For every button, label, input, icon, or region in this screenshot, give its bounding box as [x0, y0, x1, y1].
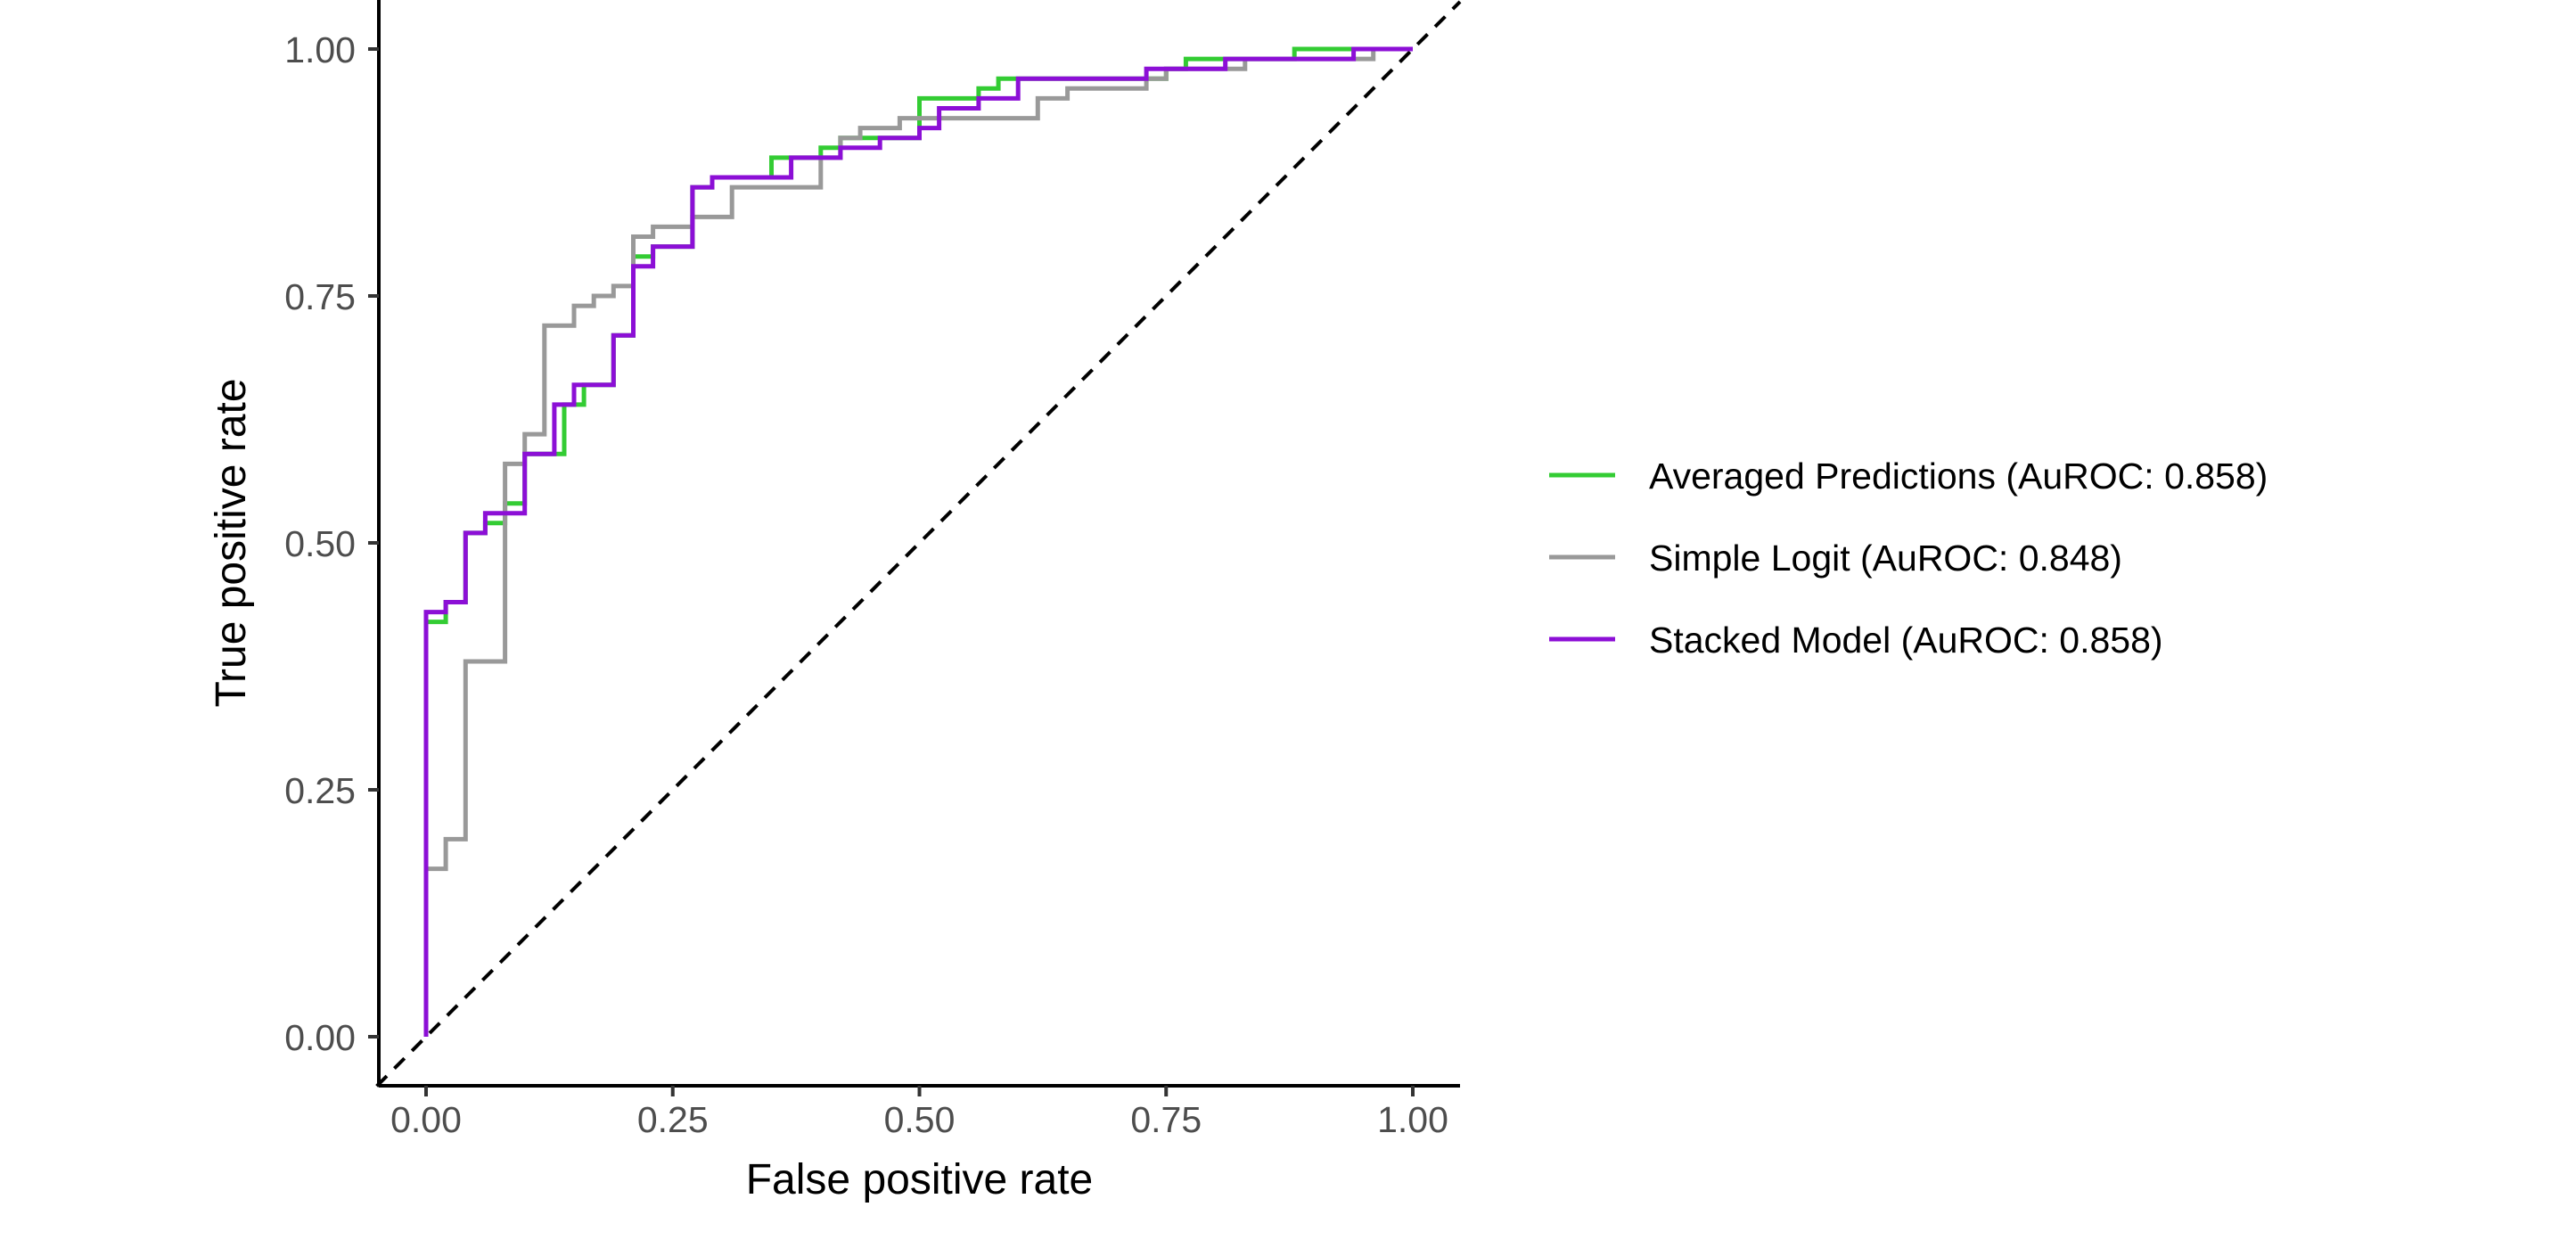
legend-label-stacked-model: Stacked Model (AuROC: 0.858) — [1649, 620, 2163, 661]
y-tick-label: 0.75 — [284, 276, 356, 317]
legend: Averaged Predictions (AuROC: 0.858) Simpl… — [1549, 456, 2268, 661]
series-layer — [423, 46, 1413, 1037]
legend-label-simple-logit: Simple Logit (AuROC: 0.848) — [1649, 538, 2122, 579]
legend-label-averaged-predictions: Averaged Predictions (AuROC: 0.858) — [1649, 456, 2268, 497]
x-tick-label: 0.25 — [637, 1099, 709, 1140]
x-tick-label: 0.50 — [884, 1099, 956, 1140]
x-axis-title: False positive rate — [746, 1156, 1094, 1203]
reference-diagonal-line — [375, 0, 1462, 1088]
x-tick-label: 0.00 — [390, 1099, 462, 1140]
y-tick-label: 0.00 — [284, 1017, 356, 1058]
y-tick-label: 1.00 — [284, 29, 356, 70]
series-line-stacked-model — [423, 46, 1413, 1037]
reference-line-layer — [375, 0, 1462, 1088]
ticks-layer: 0.00 0.25 0.50 0.75 1.00 0.00 0.25 0.50 0.75 1.00 — [284, 29, 1448, 1140]
y-axis-title: True positive rate — [208, 378, 255, 707]
x-tick-label: 1.00 — [1377, 1099, 1448, 1140]
x-tick-label: 0.75 — [1130, 1099, 1202, 1140]
y-tick-label: 0.25 — [284, 770, 356, 811]
y-tick-label: 0.50 — [284, 523, 356, 564]
